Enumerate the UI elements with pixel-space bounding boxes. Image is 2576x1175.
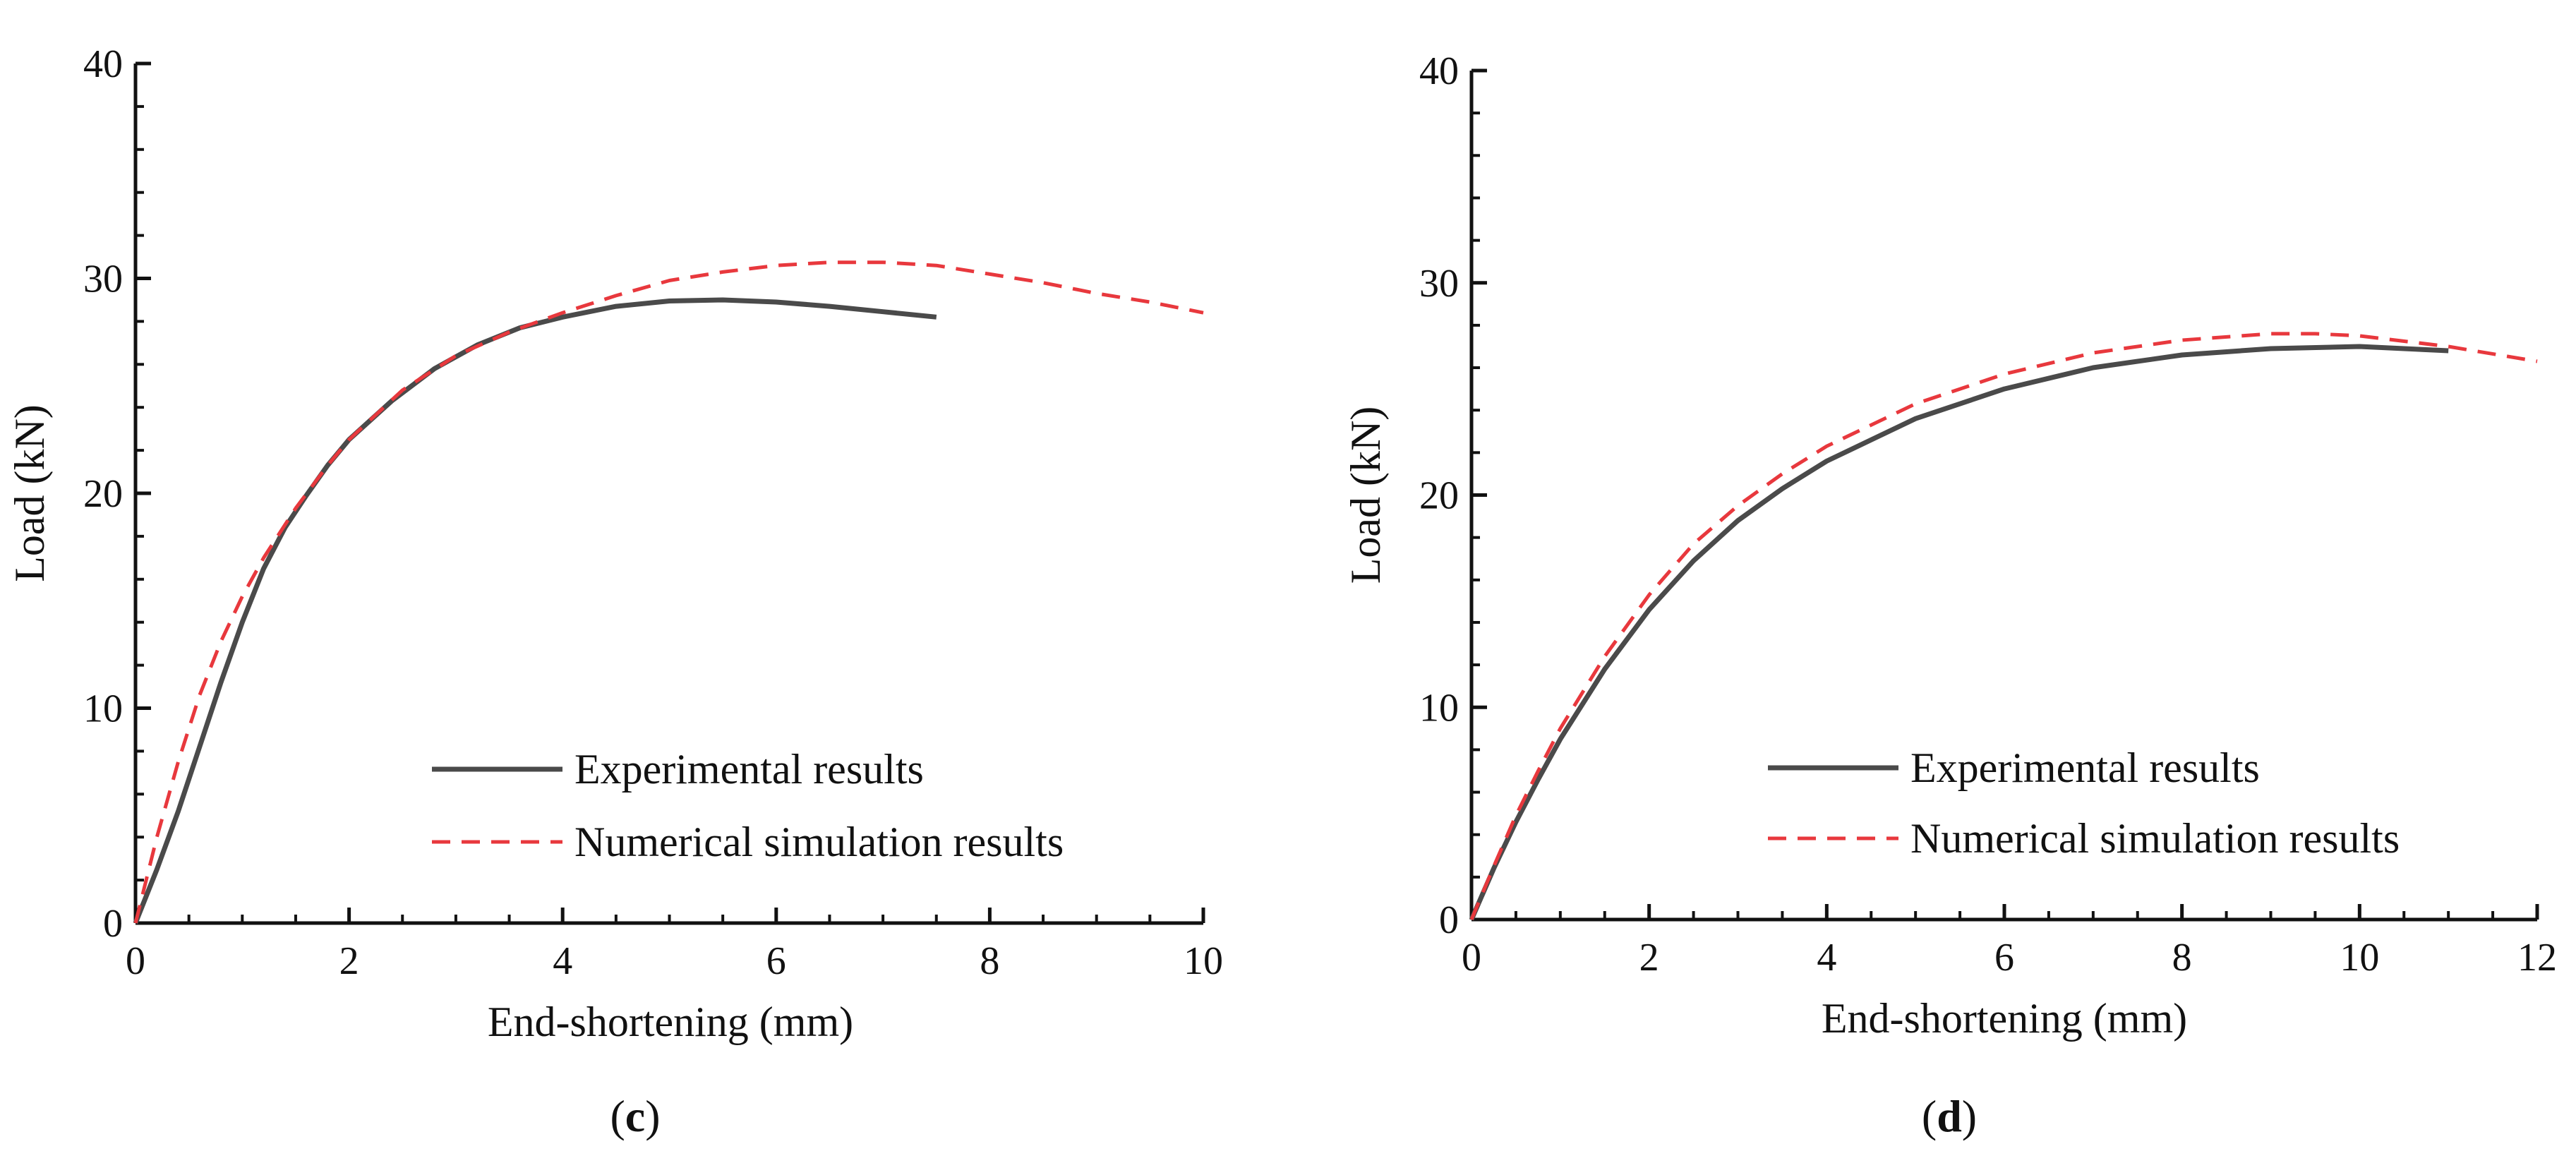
y-tick-label: 0 xyxy=(103,902,123,946)
legend-label: Numerical simulation results xyxy=(1910,815,2400,862)
panel-label: (d) xyxy=(1922,1091,1977,1141)
panel-label-open: ( xyxy=(610,1091,625,1141)
x-tick-label: 0 xyxy=(1462,936,1481,980)
x-tick-label: 8 xyxy=(980,939,999,983)
experimental-series-line xyxy=(133,297,937,924)
x-tick-label: 6 xyxy=(1994,936,2014,980)
panel-label: (c) xyxy=(610,1091,660,1141)
x-tick-label: 6 xyxy=(766,939,786,983)
x-tick-label: 4 xyxy=(553,939,572,983)
y-tick-label: 10 xyxy=(1419,686,1459,730)
y-tick-label: 20 xyxy=(1419,474,1459,518)
x-tick-label: 12 xyxy=(2517,936,2557,980)
chart-panel-c: 0 10 20 30 40 0 2 4 6 8 10 End-shortening (mm) Load … xyxy=(6,42,1223,1141)
panel-label-letter: d xyxy=(1937,1091,1962,1141)
x-tick-label: 0 xyxy=(126,939,145,983)
x-tick-label: 10 xyxy=(2340,936,2379,980)
y-tick-label: 0 xyxy=(1439,898,1459,942)
legend-label: Experimental results xyxy=(1910,745,2260,791)
panel-label-close: ) xyxy=(645,1091,660,1141)
panel-label-letter: c xyxy=(625,1091,645,1141)
legend: Experimental results Numerical simulation… xyxy=(432,746,1064,865)
legend-label: Experimental results xyxy=(574,746,924,793)
experimental-series-line xyxy=(1469,344,2449,921)
y-tick-label: 30 xyxy=(1419,262,1459,306)
numerical-simulation-series-line xyxy=(133,260,1204,924)
x-tick-label: 2 xyxy=(339,939,359,983)
x-tick-label: 4 xyxy=(1817,936,1836,980)
x-axis-title: End-shortening (mm) xyxy=(488,999,853,1045)
y-tick-label: 30 xyxy=(83,258,123,301)
panel-label-open: ( xyxy=(1922,1091,1937,1141)
y-tick-label: 10 xyxy=(83,687,123,731)
x-axis-title: End-shortening (mm) xyxy=(1822,995,2187,1042)
numerical-simulation-series-line xyxy=(1469,332,2538,920)
y-tick-label: 40 xyxy=(1419,49,1459,93)
y-tick-label: 20 xyxy=(83,472,123,516)
x-tick-label: 10 xyxy=(1184,939,1223,983)
y-axis-title: Load (kN) xyxy=(1342,406,1389,584)
y-axis-title: Load (kN) xyxy=(6,404,53,582)
y-tick-label: 40 xyxy=(83,42,123,86)
panel-label-close: ) xyxy=(1962,1091,1977,1141)
chart-panel-d: 0 10 20 30 40 0 2 4 6 8 10 12 End-shortening (mm) Loa… xyxy=(1342,49,2557,1141)
legend-label: Numerical simulation results xyxy=(574,819,1064,865)
legend: Experimental results Numerical simulation… xyxy=(1768,745,2400,862)
x-tick-label: 2 xyxy=(1639,936,1659,980)
x-tick-label: 8 xyxy=(2172,936,2192,980)
